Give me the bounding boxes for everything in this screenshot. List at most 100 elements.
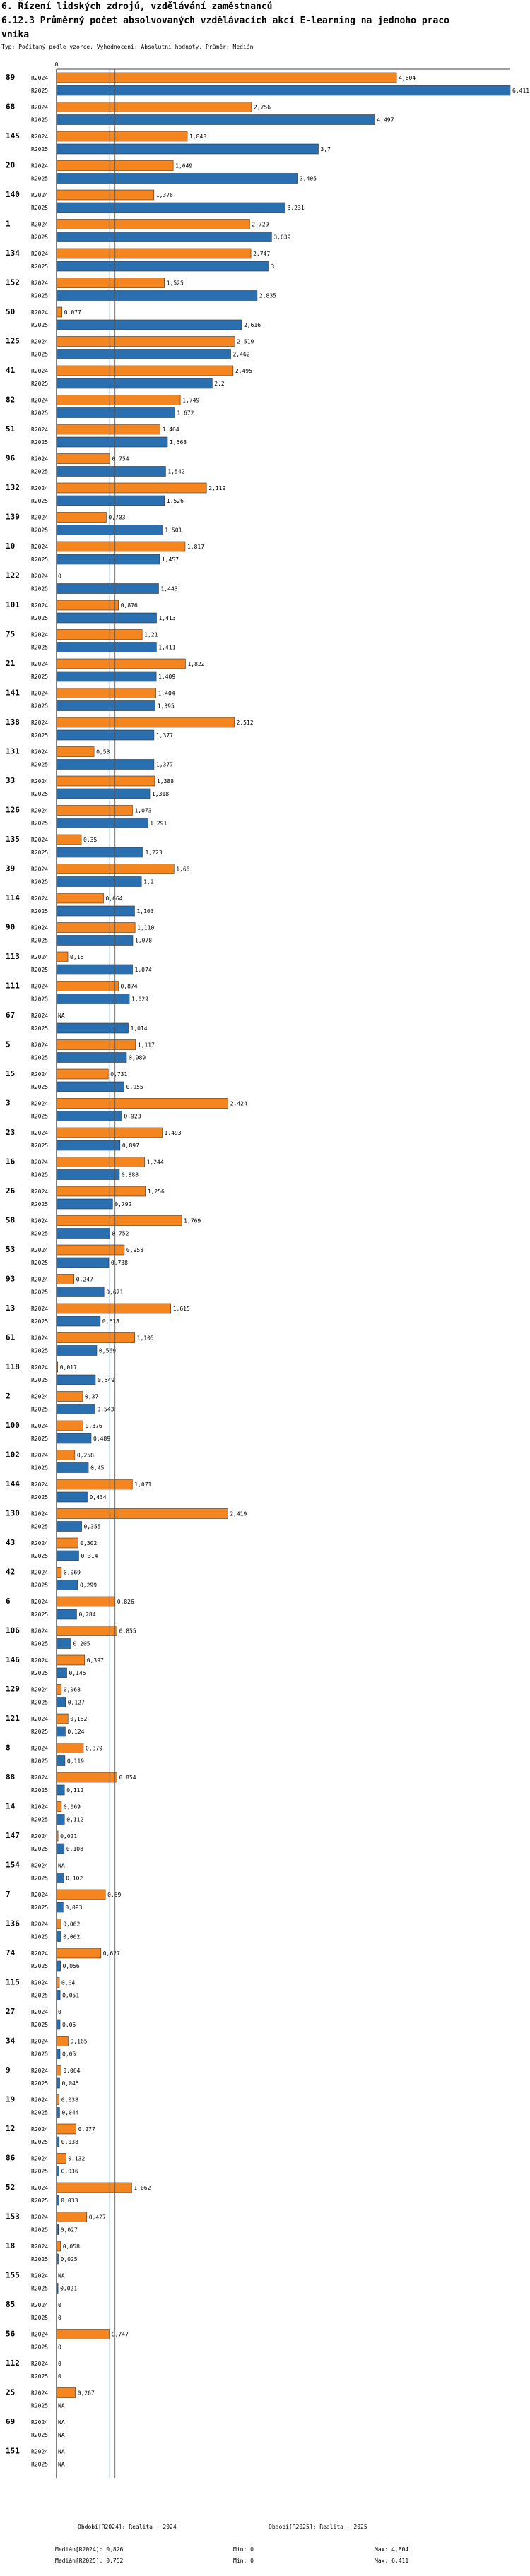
data-label: 1,244 bbox=[147, 1159, 164, 1166]
bar-r2024 bbox=[56, 717, 235, 728]
data-label: 0 bbox=[58, 2302, 61, 2308]
data-label: 0,112 bbox=[66, 1817, 83, 1823]
series-label: R2025 bbox=[31, 2286, 48, 2292]
data-label: 0,923 bbox=[124, 1114, 141, 1120]
bar-r2025 bbox=[56, 1873, 64, 1883]
bar-r2025 bbox=[56, 876, 142, 887]
bar-r2025 bbox=[56, 232, 272, 242]
category-label: 2 bbox=[6, 1392, 11, 1401]
series-label: R2024 bbox=[31, 1071, 48, 1078]
data-label: 1,078 bbox=[135, 938, 152, 944]
data-label: 0,027 bbox=[61, 2227, 78, 2234]
category-label: 75 bbox=[6, 630, 15, 639]
data-label: 1,388 bbox=[157, 778, 174, 785]
series-label: R2025 bbox=[31, 117, 48, 124]
series-label: R2024 bbox=[31, 2361, 48, 2367]
series-label: R2025 bbox=[31, 2315, 48, 2321]
category-label: 67 bbox=[6, 1010, 15, 1020]
data-label: 0,284 bbox=[78, 1611, 95, 1618]
data-label: 0,434 bbox=[89, 1494, 106, 1501]
data-label: 3,231 bbox=[288, 205, 305, 211]
category-label: 140 bbox=[6, 190, 20, 199]
series-label: R2024 bbox=[31, 2302, 48, 2308]
series-label: R2025 bbox=[31, 1348, 48, 1354]
category-label: 136 bbox=[6, 1919, 20, 1928]
bar-r2025 bbox=[56, 788, 151, 799]
series-label: R2025 bbox=[31, 293, 48, 299]
series-label: R2025 bbox=[31, 762, 48, 768]
data-label: 0,017 bbox=[60, 1364, 77, 1371]
legend-r2025: Období[R2025]: Realita - 2025 bbox=[269, 2524, 367, 2530]
series-label: R2024 bbox=[31, 1863, 48, 1869]
bar-r2025 bbox=[56, 642, 157, 652]
bar-r2024 bbox=[56, 1332, 135, 1343]
stat-min-r2024: Min: 0 bbox=[233, 2546, 254, 2553]
data-label: 1,21 bbox=[144, 632, 158, 638]
data-label: 1,464 bbox=[163, 427, 179, 433]
category-label: 86 bbox=[6, 2154, 16, 2163]
series-label: R2025 bbox=[31, 645, 48, 651]
series-label: R2024 bbox=[31, 1833, 48, 1839]
bar-r2024 bbox=[56, 1479, 133, 1490]
series-label: R2024 bbox=[31, 1511, 48, 1517]
series-label: R2025 bbox=[31, 1934, 48, 1940]
category-label: 74 bbox=[6, 1948, 16, 1957]
bar-r2024 bbox=[56, 2153, 66, 2164]
category-label: 56 bbox=[6, 2330, 16, 2339]
category-label: 61 bbox=[6, 1333, 16, 1342]
category-label: 16 bbox=[6, 1157, 16, 1167]
data-label: NA bbox=[58, 2403, 65, 2409]
data-label: 0,051 bbox=[62, 1993, 79, 1999]
data-label: 0,267 bbox=[78, 2390, 95, 2397]
bar-r2025 bbox=[56, 905, 135, 917]
data-label: 2,835 bbox=[259, 293, 276, 299]
series-label: R2025 bbox=[31, 2080, 48, 2087]
bar-r2024 bbox=[56, 1303, 172, 1314]
data-label: NA bbox=[58, 2273, 65, 2279]
data-label: NA bbox=[58, 1013, 65, 1019]
data-label: 0,955 bbox=[126, 1084, 143, 1090]
series-label: R2025 bbox=[31, 1553, 48, 1559]
series-label: R2025 bbox=[31, 1817, 48, 1823]
bar-r2024 bbox=[56, 1186, 146, 1197]
data-label: 0,069 bbox=[64, 1570, 81, 1576]
series-label: R2024 bbox=[31, 1921, 48, 1928]
category-label: 21 bbox=[6, 659, 16, 668]
series-label: R2024 bbox=[31, 2097, 48, 2104]
series-label: R2024 bbox=[31, 1570, 48, 1576]
bar-r2025 bbox=[56, 378, 213, 389]
category-label: 121 bbox=[6, 1714, 20, 1723]
chart-section-title: 6. Řízení lidských zdrojů, vzdělávání za… bbox=[1, 1, 273, 12]
data-label: 0,664 bbox=[105, 895, 122, 902]
series-label: R2024 bbox=[31, 661, 48, 667]
series-label: R2025 bbox=[31, 1084, 48, 1090]
series-label: R2024 bbox=[31, 309, 48, 316]
series-label: R2025 bbox=[31, 879, 48, 886]
bar-r2025 bbox=[56, 935, 134, 946]
data-label: NA bbox=[58, 2419, 65, 2426]
series-label: R2024 bbox=[31, 75, 48, 81]
series-label: R2025 bbox=[31, 146, 48, 153]
series-label: R2025 bbox=[31, 556, 48, 563]
data-label: 1,413 bbox=[158, 615, 175, 621]
series-label: R2025 bbox=[31, 1377, 48, 1383]
series-label: R2024 bbox=[31, 2009, 48, 2015]
data-label: 6,411 bbox=[512, 88, 529, 94]
data-label: 0,112 bbox=[66, 1787, 83, 1794]
data-label: 1,501 bbox=[165, 527, 182, 534]
data-label: 1,2 bbox=[143, 879, 154, 886]
data-label: 0 bbox=[58, 2361, 61, 2367]
series-label: R2025 bbox=[31, 1231, 48, 1237]
category-label: 141 bbox=[6, 688, 20, 698]
series-label: R2025 bbox=[31, 908, 48, 914]
series-label: R2024 bbox=[31, 895, 48, 902]
data-label: 0,792 bbox=[114, 1201, 131, 1208]
chart-title-continued: vníka bbox=[1, 30, 30, 40]
data-label: 0,53 bbox=[96, 749, 110, 756]
bar-r2024 bbox=[56, 834, 82, 845]
category-label: 6 bbox=[6, 1597, 11, 1606]
category-label: 34 bbox=[6, 2037, 16, 2046]
data-label: 0,703 bbox=[108, 515, 125, 521]
data-label: 2,616 bbox=[244, 322, 261, 328]
series-label: R2024 bbox=[31, 2039, 48, 2045]
